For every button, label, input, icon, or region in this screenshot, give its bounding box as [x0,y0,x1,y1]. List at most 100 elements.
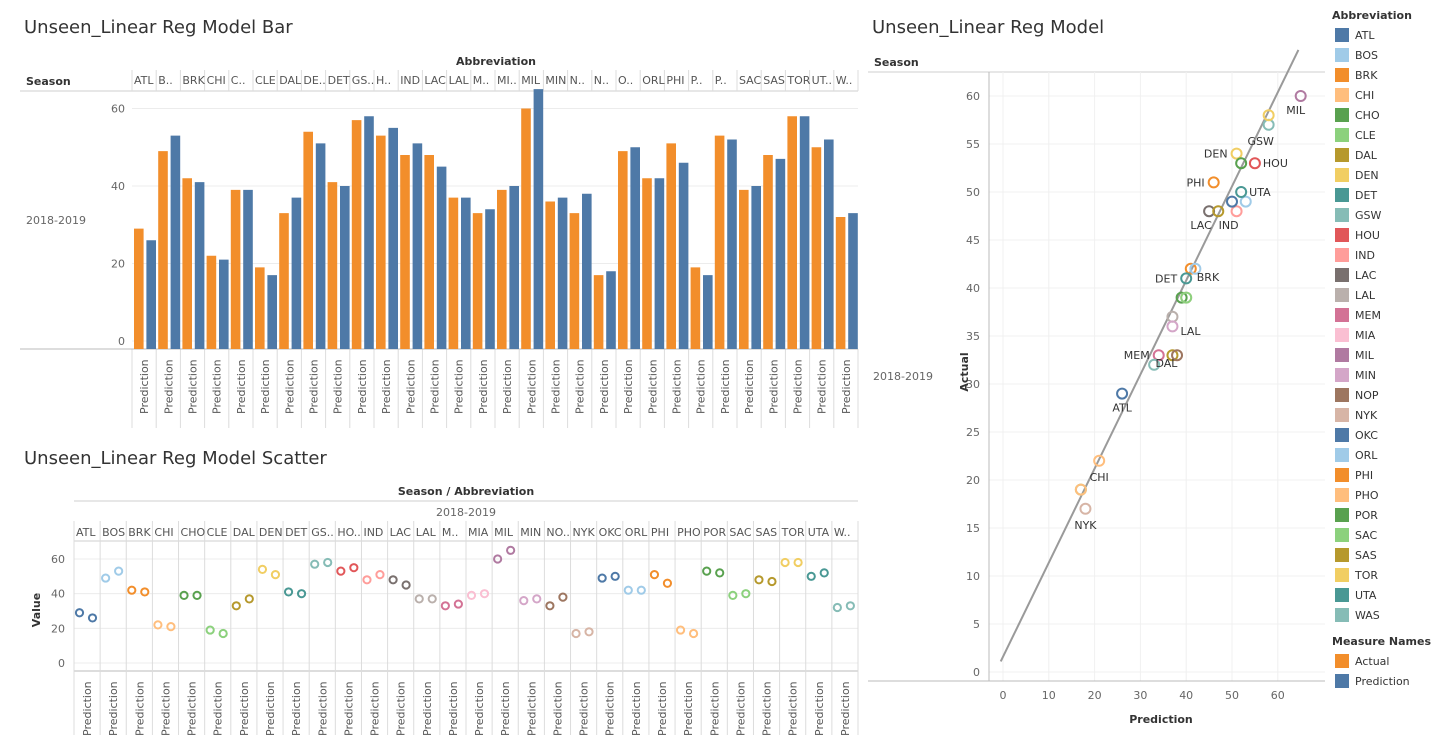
legend-label-ind: IND [1355,249,1375,262]
scatter-point-sac-actual [728,590,738,601]
scatter-measure-label: Prediction [264,681,277,736]
bar-measure-label: Prediction [138,359,151,414]
legend-label-tor: TOR [1354,569,1378,582]
legend-swatch-actual [1335,654,1349,668]
bar-y-tick-label: 20 [111,258,125,271]
bar-team-header: UT.. [812,74,832,87]
bar-team-header: P.. [691,74,703,87]
legend-label-atl: ATL [1355,29,1375,42]
main-point-phi [1207,176,1220,189]
bar-team-header: DET [328,74,350,87]
bar-dal-prediction [291,197,302,349]
scatter-point-por-actual [702,566,712,576]
scatter-measure-label: Prediction [290,681,303,736]
bar-row-header: Season [26,75,71,88]
scatter-point-pho-prediction [688,628,699,639]
scatter-point-cle-actual [205,625,215,635]
scatter-point-okc-actual [597,573,607,583]
main-row-header: Season [874,56,919,69]
bar-okc-prediction [630,147,640,349]
scatter-point-atl-prediction [87,613,98,623]
bar-bos-prediction [170,135,181,349]
scatter-point-cho-prediction [192,590,202,601]
bar-orl-prediction [654,178,665,349]
bar-mil-prediction [533,89,544,349]
bar-team-header: MIN [545,74,566,87]
bar-cle-prediction [267,275,277,349]
scatter-point-hou-prediction [349,563,359,573]
main-y-tick-label: 60 [966,90,980,103]
bar-ind-prediction [412,143,423,349]
legend-label-nop: NOP [1355,389,1379,402]
scatter-y-tick-label: 0 [58,657,65,670]
bar-chart-title: Unseen_Linear Reg Model Bar [24,17,293,38]
scatter-team-header: CHI [154,526,173,539]
bar-team-header: ORL [642,74,665,87]
scatter-point-ind-prediction [375,570,385,580]
bar-det-actual [327,182,338,349]
scatter-measure-label: Prediction [761,681,774,736]
bar-measure-labels: Prediction Prediction Prediction Prediction… [138,359,853,414]
main-point-label-det: DET [1155,272,1177,285]
scatter-point-min-prediction [532,594,542,604]
scatter-team-header: LAC [390,526,412,539]
main-point-label-dal: DAL [1155,357,1178,370]
bar-measure-label: Prediction [622,359,635,414]
bar-mia-actual [497,189,507,349]
main-point-atl [1116,387,1129,400]
scatter-point-mil-prediction [506,545,516,555]
bar-team-header: LAL [449,74,470,87]
bar-sac-prediction [751,186,761,349]
scatter-point-atl-actual [74,608,85,618]
legend-label-was: WAS [1355,609,1380,622]
main-point-gsw [1262,118,1275,131]
main-x-tick-label: 50 [1225,689,1239,702]
legend-label-mem: MEM [1355,309,1381,322]
scatter-point-det-prediction [296,589,307,599]
bar-measure-label: Prediction [332,359,345,414]
bar-measure-label: Prediction [550,359,563,414]
scatter-team-header: DEN [259,526,283,539]
main-x-tick-label: 0 [1000,689,1007,702]
scatter-point-bos-actual [101,573,111,583]
scatter-measure-label: Prediction [212,681,225,736]
bar-team-header: MIL [521,74,541,87]
bar-measure-label: Prediction [356,359,369,414]
scatter-point-lal-prediction [427,594,437,604]
main-point-was [1148,358,1161,371]
bar-pho-prediction [703,275,713,349]
bar-team-header: N.. [570,74,585,87]
bar-y-ticks: 0 20 40 60 [111,103,125,349]
scatter-team-header: SAC [729,526,752,539]
bar-measure-label: Prediction [283,359,296,414]
main-point-ind [1230,205,1243,218]
scatter-point-chi-prediction [166,622,176,632]
bar-dal-actual [279,213,289,349]
main-chart-title: Unseen_Linear Reg Model [872,17,1104,38]
bar-cho-prediction [243,189,253,349]
bar-min-actual [545,201,555,349]
legend-swatch-mem [1335,308,1349,322]
bar-was-actual [835,217,846,349]
main-y-tick-label: 50 [966,186,980,199]
bar-sas-prediction [775,158,786,349]
scatter-measure-label: Prediction [342,681,355,736]
legend-swatch-uta [1335,588,1349,602]
scatter-measure-label: Prediction [238,681,251,736]
scatter-team-header: CLE [207,526,228,539]
bar-measure-label: Prediction [695,359,708,414]
legend-swatch-atl [1335,28,1349,42]
bar-team-header: O.. [618,74,633,87]
bar-tor-prediction [799,116,810,349]
scatter-team-header: IND [363,526,383,539]
legend-label-brk: BRK [1355,69,1378,82]
scatter-measure-label: Prediction [551,681,564,736]
scatter-point-mia-prediction [479,589,490,599]
bar-col-header: Abbreviation [456,55,536,68]
bar-uta-prediction [824,139,834,349]
main-point-mil [1294,90,1307,102]
main-y-tick-label: 15 [966,522,980,535]
main-season-label: 2018-2019 [873,370,933,383]
legend-label-orl: ORL [1355,449,1378,462]
scatter-measure-label: Prediction [839,681,852,736]
